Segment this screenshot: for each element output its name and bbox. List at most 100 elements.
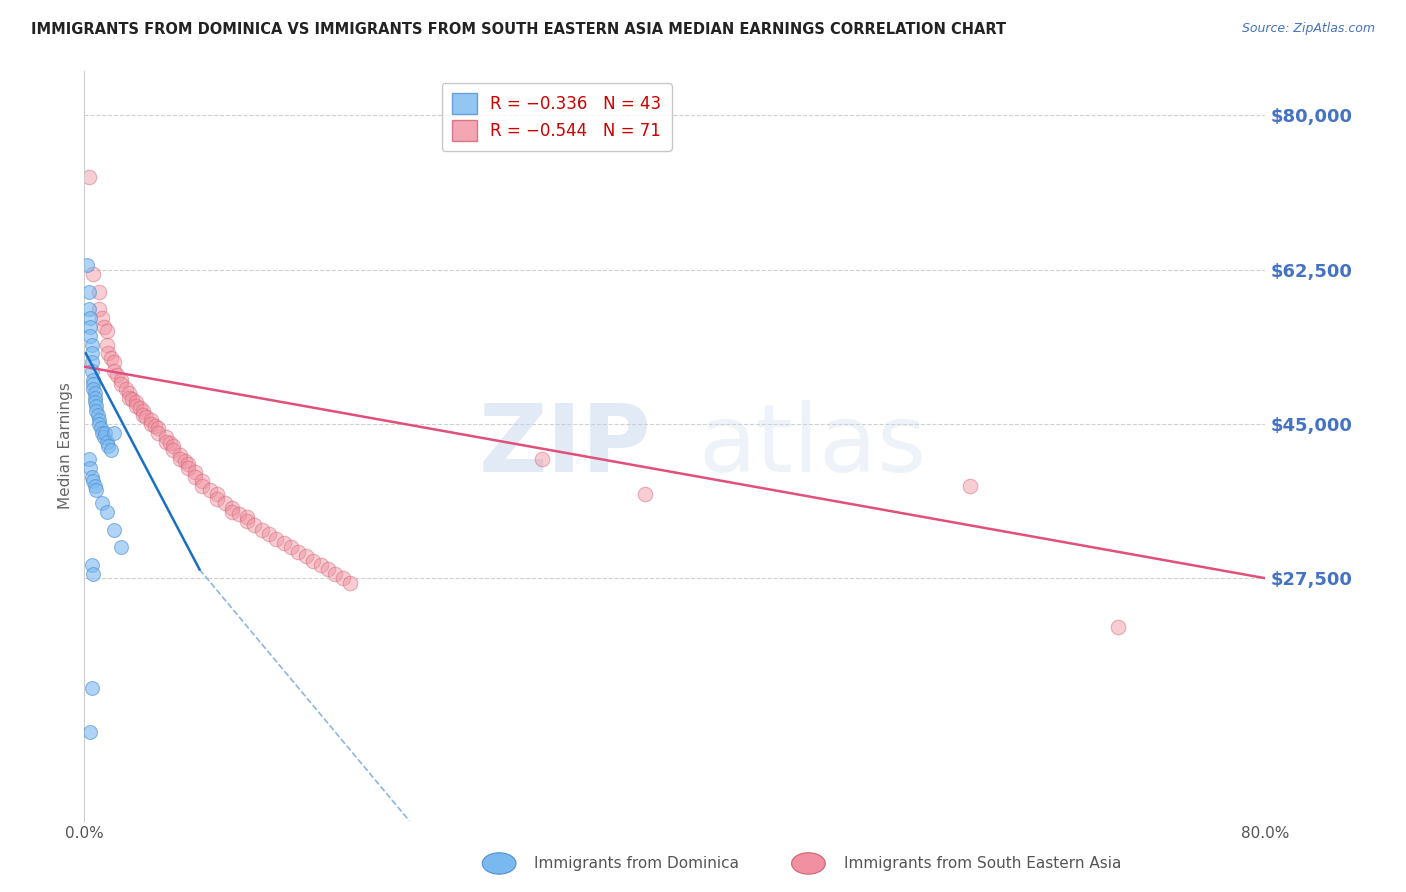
Text: Immigrants from Dominica: Immigrants from Dominica: [534, 856, 740, 871]
Text: IMMIGRANTS FROM DOMINICA VS IMMIGRANTS FROM SOUTH EASTERN ASIA MEDIAN EARNINGS C: IMMIGRANTS FROM DOMINICA VS IMMIGRANTS F…: [31, 22, 1007, 37]
Point: [325, 566, 347, 581]
Point: [155, 434, 177, 449]
Point: [169, 448, 191, 462]
Point: [221, 505, 243, 519]
Text: Source: ZipAtlas.com: Source: ZipAtlas.com: [1241, 22, 1375, 36]
Point: [184, 470, 207, 484]
Point: [80, 364, 103, 378]
Point: [280, 541, 302, 555]
Point: [80, 355, 103, 369]
Point: [169, 452, 191, 467]
Point: [110, 373, 132, 387]
Point: [110, 541, 132, 555]
Point: [105, 368, 128, 383]
Point: [132, 408, 155, 422]
Point: [634, 487, 657, 501]
Point: [103, 364, 125, 378]
Point: [82, 382, 104, 396]
Point: [236, 514, 259, 528]
Point: [121, 392, 143, 407]
Point: [162, 439, 184, 453]
Point: [91, 496, 114, 510]
Point: [159, 436, 181, 450]
Point: [339, 575, 361, 590]
Point: [93, 320, 115, 334]
Point: [96, 337, 118, 351]
Point: [250, 523, 273, 537]
Point: [76, 258, 98, 272]
Point: [114, 382, 136, 396]
Point: [143, 418, 166, 433]
Point: [82, 267, 104, 281]
Point: [80, 681, 103, 696]
Point: [96, 325, 118, 339]
Point: [93, 430, 115, 444]
Point: [96, 434, 118, 449]
Point: [148, 421, 170, 435]
Point: [87, 412, 111, 426]
Point: [80, 470, 103, 484]
Point: [173, 454, 195, 468]
Point: [87, 417, 111, 431]
Point: [129, 401, 152, 416]
Point: [132, 403, 155, 417]
Point: [177, 457, 200, 471]
Point: [287, 545, 309, 559]
Point: [139, 417, 162, 431]
Point: [191, 475, 214, 489]
Point: [79, 320, 101, 334]
Point: [83, 478, 105, 492]
Point: [83, 386, 105, 401]
Point: [77, 285, 100, 299]
Point: [214, 496, 236, 510]
Point: [959, 478, 981, 492]
Point: [77, 302, 100, 317]
Point: [84, 483, 107, 497]
Point: [84, 403, 107, 417]
Point: [236, 509, 259, 524]
Point: [316, 562, 339, 576]
Point: [243, 518, 266, 533]
Point: [191, 478, 214, 492]
Point: [97, 346, 120, 360]
Point: [79, 328, 101, 343]
Point: [221, 500, 243, 515]
Point: [228, 507, 250, 521]
Point: [100, 351, 122, 365]
Point: [118, 386, 141, 401]
Point: [79, 461, 101, 475]
Point: [91, 425, 114, 440]
Point: [309, 558, 332, 572]
Point: [118, 391, 141, 405]
Point: [91, 311, 114, 326]
Point: [125, 400, 148, 414]
Point: [148, 425, 170, 440]
Point: [87, 302, 111, 317]
Point: [86, 408, 108, 422]
Point: [97, 439, 120, 453]
Point: [139, 412, 162, 426]
Point: [82, 566, 104, 581]
Point: [531, 452, 554, 467]
Point: [90, 421, 112, 435]
Y-axis label: Median Earnings: Median Earnings: [58, 383, 73, 509]
Point: [103, 523, 125, 537]
Text: atlas: atlas: [699, 400, 927, 492]
Point: [266, 532, 288, 546]
Point: [82, 373, 104, 387]
Text: ZIP: ZIP: [478, 400, 651, 492]
Point: [82, 377, 104, 392]
Point: [198, 483, 221, 497]
Point: [84, 400, 107, 414]
Text: Immigrants from South Eastern Asia: Immigrants from South Eastern Asia: [844, 856, 1121, 871]
Point: [184, 466, 207, 480]
Point: [80, 558, 103, 572]
Point: [103, 355, 125, 369]
Point: [82, 475, 104, 489]
Point: [273, 536, 295, 550]
Point: [302, 553, 325, 567]
Point: [87, 285, 111, 299]
Point: [83, 391, 105, 405]
Point: [83, 395, 105, 409]
Point: [103, 425, 125, 440]
